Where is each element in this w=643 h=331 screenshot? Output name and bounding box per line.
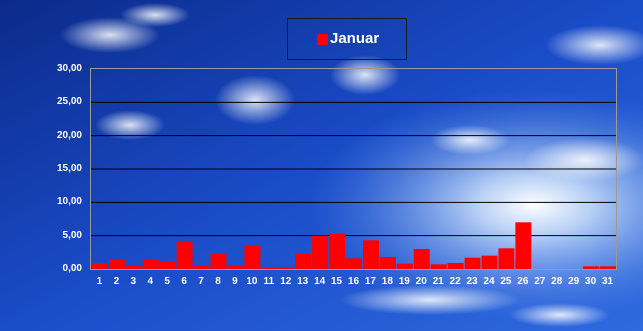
bar-day-25 xyxy=(498,248,515,269)
x-tick-label: 15 xyxy=(331,276,343,287)
bar-day-22 xyxy=(447,263,464,269)
bar-day-19 xyxy=(396,263,413,269)
x-tick-label: 26 xyxy=(517,276,529,287)
bar-day-4 xyxy=(142,259,159,269)
bar-day-3 xyxy=(125,265,142,269)
x-tick-label: 29 xyxy=(568,276,580,287)
x-tick-label: 10 xyxy=(246,276,258,287)
x-tick-label: 16 xyxy=(347,276,360,287)
bar-day-7 xyxy=(193,265,210,269)
bar-day-18 xyxy=(379,257,396,269)
bar-day-13 xyxy=(295,253,312,269)
bar-day-20 xyxy=(413,249,430,269)
bar-day-31 xyxy=(600,266,616,269)
x-tick-label: 2 xyxy=(113,276,120,287)
bar-day-6 xyxy=(176,241,193,269)
bar-day-30 xyxy=(583,266,600,269)
x-tick-label: 18 xyxy=(381,276,393,287)
x-tick-label: 19 xyxy=(398,276,410,287)
y-tick-label: 5,00 xyxy=(62,229,82,241)
y-tick-label: 20,00 xyxy=(56,129,82,141)
legend: Januar xyxy=(287,18,407,60)
x-tick-label: 4 xyxy=(147,276,154,287)
x-tick-label: 11 xyxy=(263,276,275,287)
x-tick-label: 3 xyxy=(130,276,137,287)
y-tick-label: 10,00 xyxy=(56,196,82,208)
x-tick-label: 24 xyxy=(483,276,495,287)
bar-day-23 xyxy=(464,257,481,269)
bar-day-9 xyxy=(227,265,244,269)
bar-day-1 xyxy=(92,263,108,269)
x-tick-label: 9 xyxy=(232,276,238,287)
bar-day-2 xyxy=(108,259,125,269)
x-tick-label: 14 xyxy=(314,276,326,287)
bar-day-10 xyxy=(244,245,261,269)
bar-day-8 xyxy=(210,253,227,269)
x-tick-label: 5 xyxy=(164,276,170,287)
x-tick-label: 21 xyxy=(432,276,444,287)
x-tick-label: 20 xyxy=(415,276,427,287)
x-tick-label: 1 xyxy=(96,276,103,287)
x-tick-label: 13 xyxy=(297,276,309,287)
x-tick-label: 25 xyxy=(500,276,512,287)
x-tick-label: 22 xyxy=(449,276,461,287)
y-tick-label: 30,00 xyxy=(56,63,82,74)
legend-swatch xyxy=(317,34,328,45)
x-tick-label: 27 xyxy=(534,276,546,287)
bar-day-17 xyxy=(362,240,379,269)
x-tick-label: 17 xyxy=(364,276,376,287)
x-tick-label: 30 xyxy=(585,276,597,287)
x-tick-label: 28 xyxy=(551,276,563,287)
x-tick-label: 6 xyxy=(181,276,187,287)
bar-day-26 xyxy=(515,222,532,269)
y-tick-label: 25,00 xyxy=(56,96,82,108)
x-tick-label: 31 xyxy=(601,276,614,287)
legend-label: Januar xyxy=(330,30,380,47)
y-tick-label: 15,00 xyxy=(56,163,82,174)
x-tick-label: 8 xyxy=(215,276,221,287)
bar-day-12 xyxy=(278,267,295,269)
bar-day-24 xyxy=(481,255,498,269)
x-tick-label: 12 xyxy=(280,276,292,287)
plot-area-frame xyxy=(90,68,617,270)
x-tick-label: 7 xyxy=(198,276,204,287)
bar-day-15 xyxy=(329,233,346,269)
bar-day-14 xyxy=(312,235,329,269)
x-tick-label: 23 xyxy=(466,276,478,287)
y-tick-label: 0,00 xyxy=(62,263,82,274)
bar-day-11 xyxy=(261,267,278,269)
bar-day-16 xyxy=(346,258,362,269)
bar-day-21 xyxy=(430,264,447,269)
bar-day-5 xyxy=(159,261,176,269)
